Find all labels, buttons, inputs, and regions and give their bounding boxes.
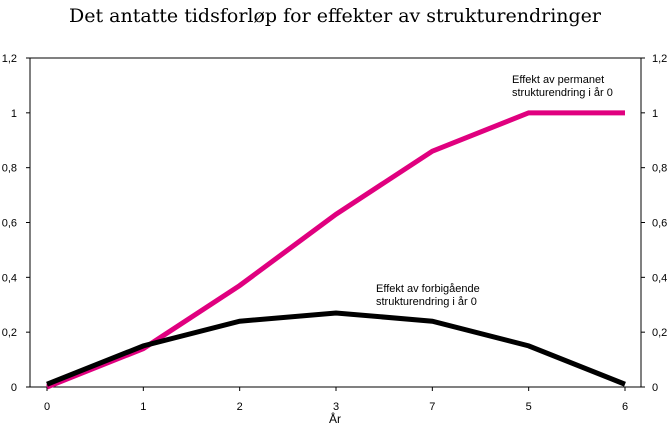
x-axis-label: År <box>329 411 341 426</box>
annotation-permanent: Effekt av permanet strukturendring i år … <box>512 74 613 99</box>
x-tick-label: 0 <box>44 401 50 413</box>
y-tick-label-right: 1 <box>652 108 658 120</box>
y-tick-label-left: 0,8 <box>2 163 17 175</box>
annotation-temporary-line2: strukturendring i år 0 <box>376 296 477 308</box>
y-tick-label-left: 0,6 <box>2 218 17 230</box>
x-tick-label: 2 <box>237 401 243 413</box>
y-tick-label-left: 0,4 <box>2 272 17 284</box>
series-line-permanent <box>46 110 625 390</box>
y-tick-label-right: 0,8 <box>652 163 667 175</box>
series-line-temporary <box>46 310 626 387</box>
y-tick-label-right: 0,2 <box>652 327 667 339</box>
left-y-axis: 0 0,2 0,4 0,6 0,8 1 1,2 <box>2 53 30 394</box>
x-tick-label: 6 <box>622 401 628 413</box>
x-tick-label: 3 <box>333 401 339 413</box>
chart-title: Det antatte tidsforløp for effekter av s… <box>69 5 602 27</box>
x-tick-label: 7 <box>429 401 435 413</box>
y-tick-label-right: 1,2 <box>652 53 667 65</box>
y-tick-label-left: 0,2 <box>2 327 17 339</box>
y-tick-label-left: 1 <box>11 108 17 120</box>
x-tick-label: 5 <box>526 401 532 413</box>
y-tick-label-left: 1,2 <box>2 53 17 65</box>
plot-frame <box>29 57 642 388</box>
y-tick-label-right: 0,4 <box>652 272 667 284</box>
y-tick-label-right: 0,6 <box>652 218 667 230</box>
x-axis: 0 1 2 3 7 5 6 <box>44 387 628 413</box>
annotation-permanent-line2: strukturendring i år 0 <box>512 87 613 99</box>
y-tick-label-right: 0 <box>652 382 658 394</box>
annotation-temporary-line1: Effekt av forbigående <box>376 283 480 295</box>
series-lines <box>46 110 626 390</box>
annotation-temporary: Effekt av forbigående strukturendring i … <box>376 283 483 308</box>
y-tick-label-left: 0 <box>11 382 17 394</box>
annotation-permanent-line1: Effekt av permanet <box>512 74 604 86</box>
x-tick-label: 1 <box>140 401 146 413</box>
right-y-axis: 0 0,2 0,4 0,6 0,8 1 1,2 <box>641 53 667 394</box>
